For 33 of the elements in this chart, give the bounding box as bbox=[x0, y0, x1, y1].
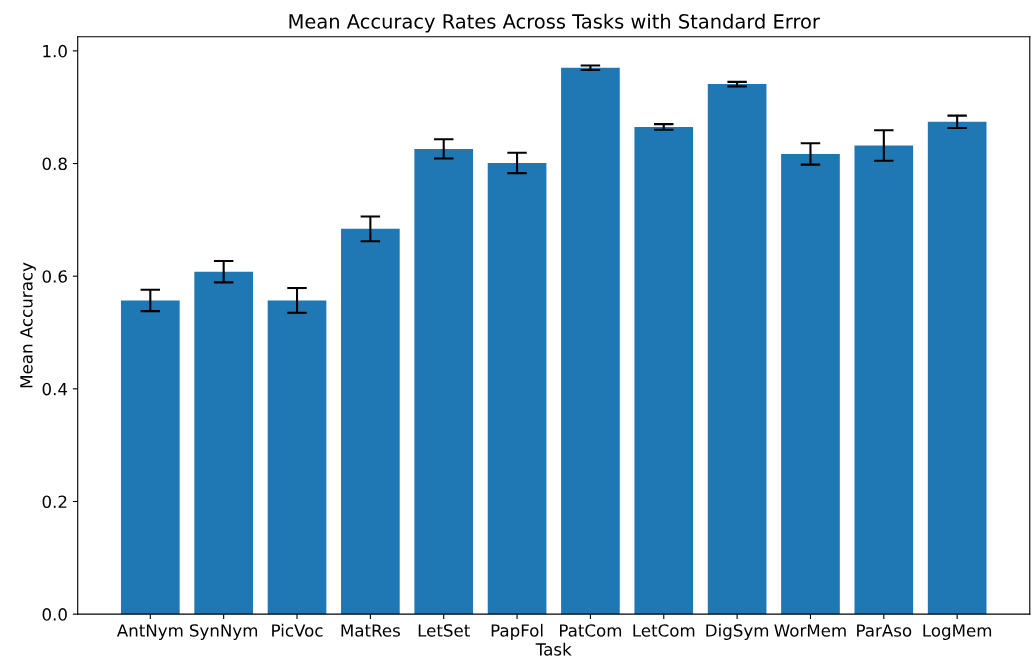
bar bbox=[120, 300, 180, 615]
x-tick-label: DigSym bbox=[706, 623, 769, 640]
bar bbox=[194, 271, 254, 615]
x-tick-label: WorMem bbox=[774, 624, 846, 637]
x-tick-label: PapFol bbox=[491, 623, 543, 640]
bar bbox=[487, 162, 547, 615]
chart-title: Mean Accuracy Rates Across Tasks with Standard Error bbox=[289, 13, 820, 33]
bar bbox=[707, 84, 767, 615]
y-tick-label: 0.6 bbox=[42, 270, 67, 283]
x-axis-title: Task bbox=[535, 642, 572, 656]
x-tick-label: LetCom bbox=[633, 624, 695, 637]
x-tick-label: ParAso bbox=[857, 624, 912, 637]
bar bbox=[781, 153, 840, 615]
bar bbox=[634, 126, 694, 615]
x-tick-label: PatCom bbox=[559, 624, 622, 637]
bar bbox=[927, 121, 987, 615]
y-tick-label: 0.8 bbox=[42, 157, 67, 171]
y-tick-label: 0.0 bbox=[42, 608, 67, 621]
x-tick-label: PicVoc bbox=[272, 623, 323, 637]
bar bbox=[267, 300, 327, 615]
bar bbox=[414, 148, 474, 615]
bar bbox=[341, 228, 400, 615]
y-tick-label: 0.4 bbox=[42, 382, 68, 396]
bar bbox=[561, 67, 620, 615]
x-tick-label: AntNym bbox=[116, 624, 183, 640]
x-tick-label: LogMem bbox=[923, 624, 992, 640]
x-tick-label: LetSet bbox=[418, 624, 470, 637]
x-tick-label: SynNym bbox=[189, 624, 258, 640]
bar bbox=[854, 145, 914, 615]
y-axis-title: Mean Accuracy bbox=[20, 262, 36, 388]
y-tick-label: 0.2 bbox=[42, 495, 67, 509]
x-tick-label: MatRes bbox=[341, 624, 400, 637]
y-tick-label: 1.0 bbox=[43, 44, 67, 58]
